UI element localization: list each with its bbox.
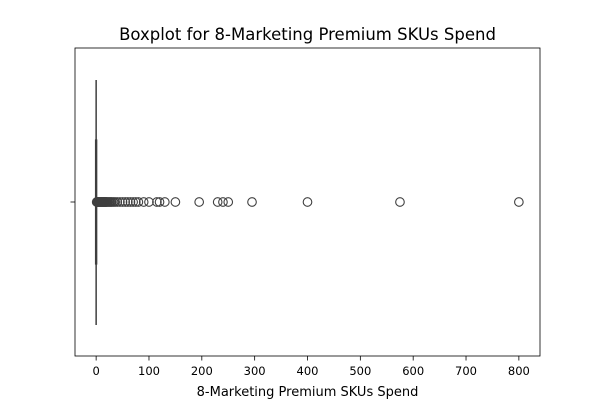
outlier-point bbox=[120, 197, 131, 207]
x-tick-label: 400 bbox=[297, 364, 319, 378]
x-tick-label: 700 bbox=[455, 364, 477, 378]
outlier-point bbox=[122, 197, 133, 207]
outlier-point bbox=[302, 197, 313, 207]
outlier-point bbox=[247, 197, 257, 207]
outlier-point bbox=[212, 197, 223, 207]
outlier-point bbox=[115, 197, 125, 207]
outlier-point bbox=[112, 197, 123, 207]
chart-title: Boxplot for 8-Marketing Premium SKUs Spe… bbox=[119, 25, 496, 44]
outlier-point bbox=[223, 197, 234, 207]
x-tick-label: 100 bbox=[138, 364, 160, 378]
outlier-point bbox=[154, 197, 165, 207]
outlier-point bbox=[128, 197, 138, 207]
outlier-point bbox=[159, 197, 170, 207]
outlier-point bbox=[170, 197, 181, 207]
outlier-point bbox=[194, 197, 205, 207]
outlier-point bbox=[144, 197, 154, 207]
x-tick-label: 300 bbox=[244, 364, 266, 378]
outlier-point bbox=[395, 197, 405, 207]
outlier-point bbox=[152, 197, 162, 207]
x-tick-label: 200 bbox=[191, 364, 213, 378]
outlier-point bbox=[125, 197, 136, 207]
x-axis-ticks: 0 100 200 300 400 500 600 700 800 bbox=[92, 356, 530, 378]
outlier-point bbox=[133, 197, 144, 207]
outlier-point bbox=[218, 197, 228, 207]
outlier-point bbox=[514, 197, 524, 207]
x-tick-label: 600 bbox=[402, 364, 424, 378]
x-tick-label: 500 bbox=[349, 364, 371, 378]
outlier-point bbox=[117, 197, 128, 207]
x-tick-label: 800 bbox=[508, 364, 530, 378]
outlier-point bbox=[130, 197, 141, 207]
outlier-layer bbox=[91, 197, 524, 207]
x-axis-label: 8-Marketing Premium SKUs Spend bbox=[197, 385, 419, 400]
x-tick-label: 0 bbox=[92, 364, 99, 378]
outlier-point bbox=[138, 197, 149, 207]
